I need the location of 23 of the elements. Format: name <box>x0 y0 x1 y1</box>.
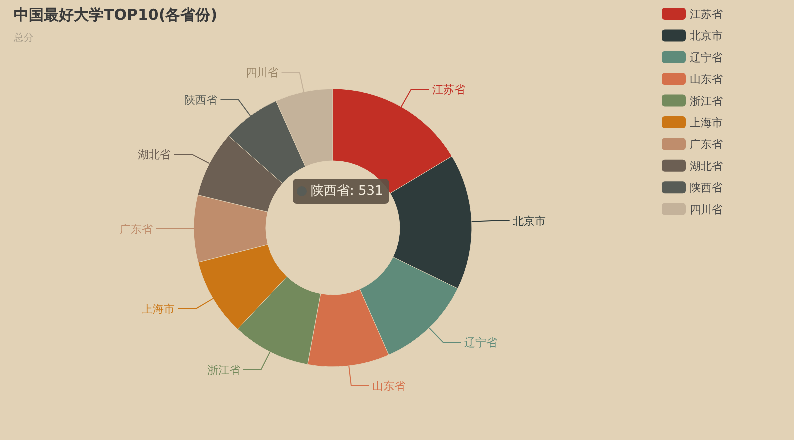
text: 总分 <box>13 32 34 44</box>
slice-label: 辽宁省 <box>464 336 498 350</box>
legend-label: 山东省 <box>690 73 723 86</box>
text: 陕西省: 531 <box>311 184 384 199</box>
slice-label: 北京市 <box>512 215 546 228</box>
legend-label: 浙江省 <box>690 94 723 108</box>
slice-label: 广东省 <box>120 223 154 236</box>
chart-title: 中国最好大学TOP10(各省份) <box>14 6 218 24</box>
legend-label: 北京市 <box>690 30 723 43</box>
legend-label: 江苏省 <box>690 8 723 21</box>
legend-label: 四川省 <box>690 203 723 216</box>
slice-label: 湖北省 <box>138 148 172 162</box>
slice-label: 四川省 <box>246 66 279 80</box>
slice-label: 山东省 <box>372 380 406 393</box>
legend-label: 辽宁省 <box>690 51 723 64</box>
slice-label: 上海市 <box>142 302 176 316</box>
legend-label: 湖北省 <box>690 160 723 173</box>
slice-label: 陕西省 <box>184 94 218 107</box>
legend-label: 广东省 <box>690 138 723 152</box>
slice-label: 江苏省 <box>432 84 466 97</box>
legend-label: 上海市 <box>690 116 723 130</box>
legend-label: 陕西省 <box>690 182 723 195</box>
slice-label: 浙江省 <box>207 364 240 377</box>
